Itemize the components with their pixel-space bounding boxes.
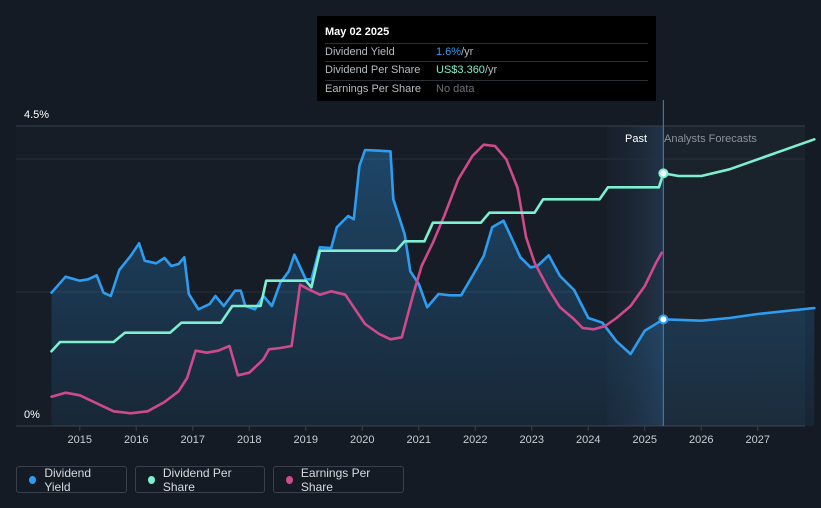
- x-tick-label: 2015: [68, 434, 92, 446]
- legend-item-dividend-per-share[interactable]: Dividend Per Share: [135, 465, 265, 494]
- past-label: Past: [625, 133, 647, 145]
- dividend-yield-marker: [658, 314, 669, 325]
- tooltip-label: Dividend Per Share: [325, 64, 421, 76]
- tooltip-unit: /yr: [484, 64, 498, 76]
- x-tick-label: 2027: [746, 434, 770, 446]
- x-tick-label: 2023: [520, 434, 544, 446]
- legend-dot-icon: [29, 475, 37, 484]
- tooltip-label: Earnings Per Share: [325, 82, 421, 95]
- legend-label: Earnings Per Share: [300, 465, 371, 494]
- x-tick-label: 2020: [350, 434, 374, 446]
- legend-label: Dividend Per Share: [162, 465, 232, 494]
- x-tick-label: 2018: [237, 434, 261, 446]
- x-tick-label: 2021: [407, 434, 431, 446]
- dividend-per-share-marker: [658, 168, 669, 179]
- x-axis: 2015 2016 2017 2018 2019 2020 2021 2022 2023 2024…: [68, 426, 770, 446]
- legend-dot-icon: [286, 475, 293, 484]
- legend-dot-icon: [148, 475, 155, 484]
- earnings-per-share-line: [50, 143, 663, 415]
- tooltip-value: No data: [436, 82, 475, 95]
- dividend-yield-area: [51, 150, 815, 426]
- tooltip-row-dividend-per-share: Dividend Per Share US$3.360 /yr: [325, 61, 648, 80]
- tooltip-row-earnings-per-share: Earnings Per Share No data: [325, 79, 648, 99]
- tooltip: May 02 2025 Dividend Yield 1.6% /yr Divi…: [317, 16, 656, 101]
- x-tick-label: 2024: [576, 434, 600, 446]
- x-tick-label: 2017: [181, 434, 205, 446]
- tooltip-label: Dividend Yield: [325, 45, 395, 58]
- forecast-label: Analysts Forecasts: [664, 133, 757, 145]
- tooltip-unit: /yr: [461, 45, 474, 58]
- legend-item-earnings-per-share[interactable]: Earnings Per Share: [273, 465, 404, 494]
- x-tick-label: 2019: [294, 434, 318, 446]
- legend-label: Dividend Yield: [44, 465, 92, 494]
- x-tick-label: 2022: [463, 434, 487, 446]
- x-tick-label: 2026: [689, 434, 713, 446]
- tooltip-value: 1.6%: [436, 45, 462, 58]
- y-axis-top-label: 4.5%: [24, 109, 49, 121]
- tooltip-row-dividend-yield: Dividend Yield 1.6% /yr: [325, 42, 648, 62]
- series-layer: [50, 138, 816, 426]
- highlight-markers: [658, 168, 669, 325]
- tooltip-value: US$3.360: [436, 64, 485, 76]
- x-tick-label: 2025: [633, 434, 657, 446]
- legend-item-dividend-yield[interactable]: Dividend Yield: [16, 465, 127, 494]
- y-axis-bottom-label: 0%: [24, 409, 40, 421]
- x-tick-label: 2016: [124, 434, 148, 446]
- tooltip-date: May 02 2025: [325, 26, 390, 38]
- dividend-per-share-line: [50, 138, 816, 353]
- dividend-yield-line: [50, 148, 816, 356]
